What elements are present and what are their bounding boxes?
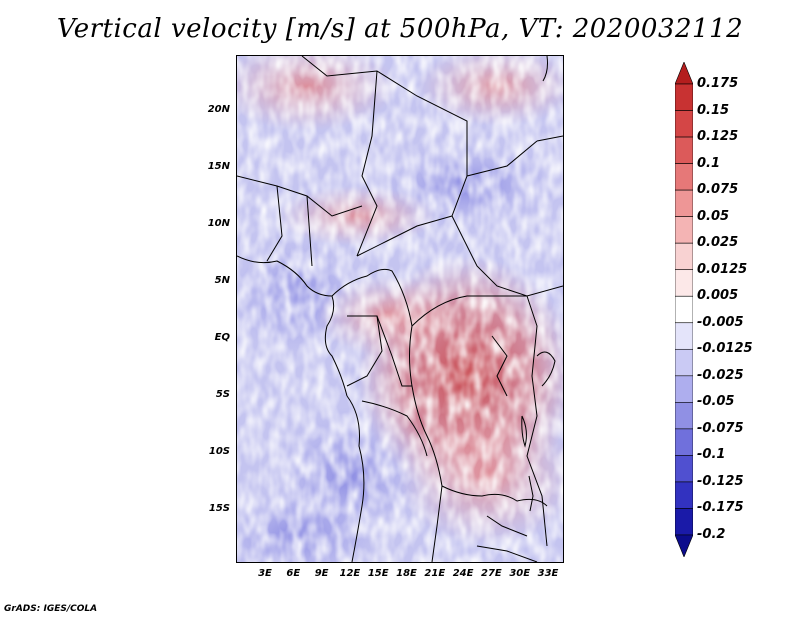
colorbar-label: -0.005 [697, 314, 744, 330]
colorbar-box [675, 110, 693, 138]
colorbar-label: 0.15 [697, 102, 730, 118]
colorbar-label: 0.05 [697, 208, 730, 224]
colorbar-box [675, 508, 693, 536]
colorbar-box [675, 428, 693, 456]
colorbar-label: -0.05 [697, 394, 735, 410]
colorbar-label: 0.1 [697, 155, 721, 171]
lon-label: 15E [367, 568, 389, 579]
colorbar-max-arrow [675, 62, 693, 85]
country-borders [237, 56, 563, 562]
colorbar-box [675, 242, 693, 271]
colorbar-label: -0.025 [697, 367, 744, 383]
colorbar-box [675, 295, 693, 324]
colorbar-box [675, 269, 693, 297]
lat-label: 5N [214, 275, 230, 286]
colorbar-label: 0.175 [697, 76, 739, 91]
lon-label: 21E [424, 568, 446, 579]
lon-label: 30E [509, 568, 531, 579]
colorbar-label: 0.005 [697, 288, 739, 304]
lat-label: EQ [214, 332, 230, 343]
colorbar-box [675, 455, 693, 483]
map-panel [236, 55, 564, 563]
colorbar [675, 62, 693, 557]
colorbar-box [675, 481, 693, 509]
lon-label: 33E [537, 568, 559, 579]
colorbar-box [675, 322, 693, 350]
lon-label: 9E [314, 568, 329, 579]
colorbar-box [675, 163, 693, 191]
vertical-velocity-field [237, 56, 563, 562]
colorbar-label: -0.075 [697, 420, 744, 436]
lon-label: 12E [339, 568, 361, 579]
colorbar-box [675, 216, 693, 244]
lat-label: 15S [208, 503, 230, 514]
colorbar-box [675, 402, 693, 430]
lat-label: 20N [207, 104, 230, 115]
lon-label: 27E [481, 568, 502, 579]
chart-title: Vertical velocity [m/s] at 500hPa, VT: 2… [56, 14, 744, 44]
colorbar-label: -0.1 [697, 447, 726, 463]
lat-label: 10S [208, 446, 230, 457]
colorbar-label: 0.075 [697, 182, 739, 198]
colorbar-label: 0.025 [697, 235, 739, 251]
grads-credit: GrADS: IGES/COLA [4, 604, 98, 614]
colorbar-box [675, 348, 693, 377]
colorbar-box [675, 189, 693, 217]
colorbar-box [675, 375, 693, 403]
colorbar-label: -0.125 [697, 473, 744, 489]
colorbar-label: -0.0125 [697, 341, 753, 357]
lat-label: 15N [207, 161, 230, 172]
colorbar-label: -0.175 [697, 500, 744, 516]
lon-label: 6E [286, 568, 301, 579]
colorbar-box [675, 83, 693, 111]
lat-label: 5S [215, 389, 230, 400]
lon-label: 24E [452, 568, 474, 579]
lon-label: 3E [258, 568, 272, 579]
colorbar-label: 0.125 [697, 129, 739, 145]
colorbar-label: -0.2 [697, 527, 726, 542]
lon-label: 18E [396, 568, 417, 579]
lat-label: 10N [207, 218, 230, 229]
colorbar-label: 0.0125 [697, 261, 748, 277]
colorbar-min-arrow [675, 534, 693, 557]
colorbar-box [675, 136, 693, 164]
